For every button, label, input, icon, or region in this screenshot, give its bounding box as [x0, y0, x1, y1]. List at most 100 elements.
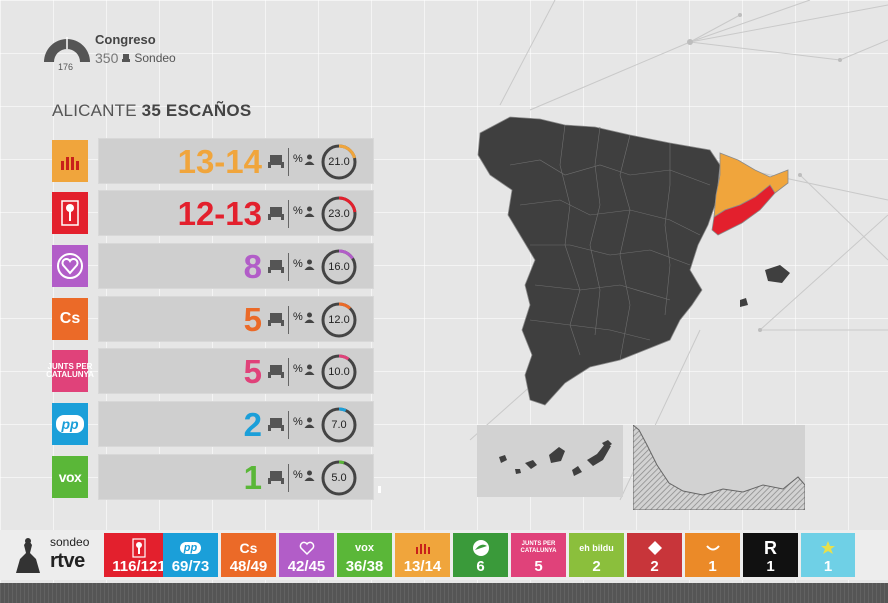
- rose-icon: [61, 200, 79, 226]
- chair-icon: [268, 260, 284, 273]
- total-value: 36/38: [345, 558, 384, 575]
- small-marker: [378, 486, 381, 493]
- total-value: 1: [708, 558, 717, 575]
- divider: [288, 253, 289, 281]
- chair-icon: [268, 313, 284, 326]
- total-seats: 350: [95, 50, 119, 66]
- rtve-brand: sondeo rtve: [10, 535, 102, 579]
- vote-percent: 5.0: [331, 472, 347, 484]
- vote-ring: [321, 196, 357, 232]
- party-bar: 8 % 16.0: [98, 243, 374, 289]
- region-name: ALICANTE: [52, 101, 137, 120]
- seat-range: 2: [243, 406, 262, 443]
- canary-islands-inset[interactable]: [477, 425, 623, 497]
- person-icon: [304, 470, 315, 481]
- balearic-islands[interactable]: [740, 262, 800, 307]
- person-icon: [304, 312, 315, 323]
- pp-logo: pp: [52, 403, 88, 445]
- seat-range: 13-14: [177, 143, 262, 180]
- erc-bars-icon: [415, 544, 430, 554]
- party-row-erc: 13-14 % 21.0: [52, 138, 374, 184]
- total-value: 1: [823, 558, 833, 575]
- vox-logo: vox: [52, 456, 88, 498]
- party-row-podemos: 8 % 16.0: [52, 243, 374, 289]
- total-value: 6: [476, 558, 485, 575]
- total-tile-navarra: 1: [801, 533, 855, 577]
- vote-percent: 7.0: [331, 419, 347, 431]
- person-icon: [304, 154, 315, 165]
- total-value: 42/45: [287, 558, 326, 575]
- vote-percent: 12.0: [328, 314, 350, 326]
- majority-label: 176: [58, 62, 74, 72]
- total-tile-cs: Cs 48/49: [221, 533, 276, 577]
- spain-mainland[interactable]: [477, 116, 721, 406]
- total-tile-pnv: 6: [453, 533, 508, 577]
- catalonia-region-red[interactable]: [711, 184, 776, 236]
- mode-label: Sondeo: [134, 51, 176, 65]
- total-value: 2: [592, 558, 601, 575]
- total-tile-regionalista: R 1: [743, 533, 798, 577]
- vote-ring: [321, 144, 357, 180]
- chair-icon: [268, 155, 284, 168]
- party-row-psoe: 12-13 % 23.0: [52, 190, 374, 236]
- erc-logo: [52, 140, 88, 182]
- vote-percent: 10.0: [328, 366, 350, 378]
- vote-ring: [321, 249, 357, 285]
- divider: [288, 358, 289, 386]
- vote-ring: [321, 354, 357, 390]
- chair-icon: [268, 471, 284, 484]
- junts-logo-small: JUNTS PER CATALUNYA: [520, 541, 557, 554]
- party-row-vox: vox 1 % 5.0: [52, 454, 374, 500]
- party-row-junts: JUNTS PER CATALUNYA 5 % 10.0: [46, 348, 374, 394]
- total-value: 2: [650, 558, 659, 575]
- province-borders: [509, 124, 711, 361]
- percent-voter-label: %: [293, 258, 315, 270]
- divider: [288, 306, 289, 334]
- podemos-logo-small: [279, 536, 334, 560]
- pp-logo-small: pp: [163, 536, 218, 560]
- divider: [288, 411, 289, 439]
- erc-logo-small: [395, 536, 450, 560]
- percent-voter-label: %: [293, 153, 315, 165]
- detail-inset-shape: [633, 425, 805, 510]
- person-icon: [304, 417, 315, 428]
- spain-map[interactable]: [470, 105, 800, 415]
- total-tile-erc: 13/14: [395, 533, 450, 577]
- total-value: 1: [766, 558, 775, 575]
- smile-icon: [705, 545, 720, 551]
- vote-percent: 16.0: [328, 261, 350, 273]
- footer-texture: [0, 583, 888, 603]
- chair-icon: [268, 418, 284, 431]
- party-bar: 5 % 12.0: [98, 296, 374, 342]
- vote-percent: 23.0: [328, 208, 350, 220]
- compromis-logo-small: [685, 536, 740, 560]
- detail-inset-map[interactable]: [633, 425, 805, 510]
- party-row-cs: Cs 5 % 12.0: [52, 296, 374, 342]
- total-value: 116/121: [112, 558, 166, 575]
- total-tile-podemos: 42/45: [279, 533, 334, 577]
- total-value: 69/73: [171, 558, 210, 575]
- star-icon: [821, 541, 835, 554]
- person-icon: [304, 259, 315, 270]
- party-bar: 12-13 % 23.0: [98, 190, 374, 236]
- party-row-pp: pp 2 % 7.0: [52, 401, 374, 447]
- seat-icon: [122, 54, 131, 62]
- chair-icon: [268, 365, 284, 378]
- chamber-header: Congreso 350 Sondeo 176: [42, 30, 242, 78]
- total-tile-junts: JUNTS PER CATALUNYA 5: [511, 533, 566, 577]
- rose-icon: [132, 538, 146, 558]
- party-bar: 1 % 5.0: [98, 454, 374, 500]
- percent-voter-label: %: [293, 469, 315, 481]
- canary-islands-map: [499, 440, 612, 476]
- total-tile-bildu: eh bildu 2: [569, 533, 624, 577]
- divider: [288, 148, 289, 176]
- chair-icon: [268, 207, 284, 220]
- seat-range: 8: [243, 248, 262, 285]
- heart-icon: [57, 253, 83, 279]
- psoe-logo: [52, 192, 88, 234]
- total-value: 5: [534, 558, 543, 575]
- region-title: ALICANTE 35 ESCAÑOS: [52, 101, 251, 121]
- total-tile-pp: pp 69/73: [163, 533, 218, 577]
- region-seats: 35 ESCAÑOS: [141, 101, 252, 120]
- cc-logo-small: [627, 536, 682, 560]
